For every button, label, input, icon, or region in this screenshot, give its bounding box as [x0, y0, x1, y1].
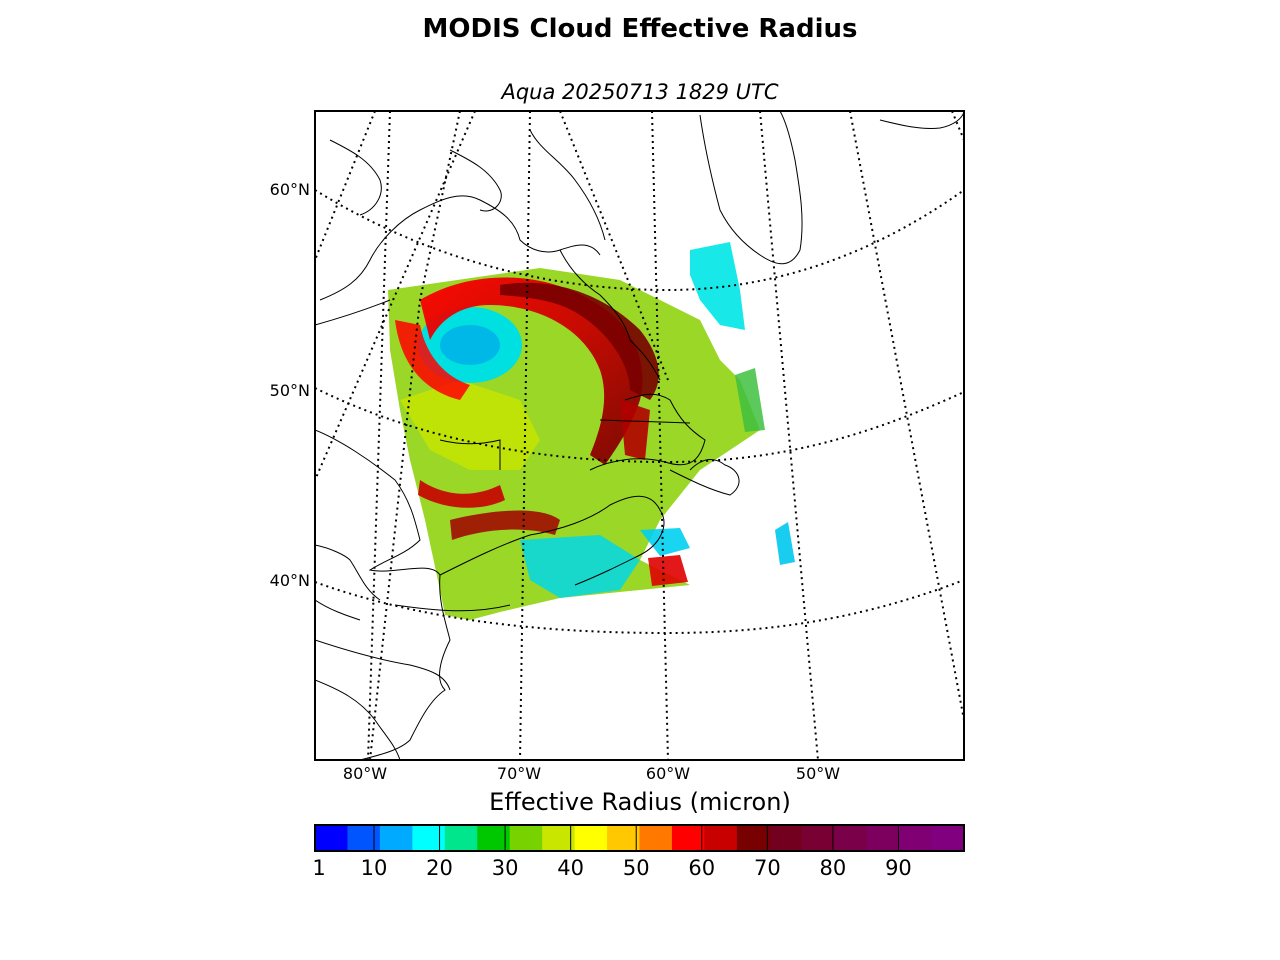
- colorbar-tick-label: 30: [491, 856, 519, 880]
- cyan-cloud-core-inner: [440, 325, 500, 365]
- colorbar-segment: [899, 825, 933, 851]
- cyan-patch-far-east: [775, 522, 795, 565]
- colorbar-segment: [509, 825, 543, 851]
- red-patch-newfoundland: [620, 400, 650, 460]
- lon-label-50w: 50°W: [795, 764, 841, 783]
- colorbar-segment: [347, 825, 381, 851]
- lat-label-50n: 50°N: [269, 381, 310, 400]
- colorbar-tick-label: 70: [753, 856, 781, 880]
- cyan-patch-south: [520, 535, 640, 598]
- meridians: [315, 111, 964, 760]
- coastlines: [315, 111, 964, 760]
- colorbar-segment: [834, 825, 868, 851]
- borders: [315, 299, 691, 621]
- lon-label-80w: 80°W: [342, 764, 388, 783]
- colorbar-frame: [314, 824, 965, 852]
- colorbar: [314, 825, 965, 851]
- colorbar-title: Effective Radius (micron): [489, 788, 791, 816]
- map-frame: [314, 110, 965, 761]
- colorbar-tick-label: 90: [885, 856, 912, 880]
- colorbar-segment: [704, 825, 738, 851]
- colorbar-segment: [412, 825, 446, 851]
- colorbar-segment: [444, 825, 478, 851]
- colorbar-segment: [671, 825, 705, 851]
- map-area: [315, 111, 964, 760]
- colorbar-tick-label: 10: [360, 856, 388, 880]
- red-band-south: [418, 480, 505, 508]
- colorbar-tick-label: 50: [622, 856, 650, 880]
- red-patch-offshore: [648, 555, 688, 586]
- chart-title: MODIS Cloud Effective Radius: [422, 14, 858, 44]
- lat-label-40n: 40°N: [269, 571, 310, 590]
- cyan-patch-east: [690, 242, 745, 330]
- colorbar-segment: [639, 825, 673, 851]
- colorbar-segment: [542, 825, 576, 851]
- colorbar-segment: [866, 825, 900, 851]
- parallels: [315, 189, 964, 635]
- swath-yellow-field: [400, 380, 540, 470]
- colorbar-segment: [736, 825, 770, 851]
- lon-label-70w: 70°W: [496, 764, 542, 783]
- cyan-patch-offshore: [640, 528, 690, 556]
- colorbar-segment: [769, 825, 803, 851]
- colorbar-segment: [574, 825, 608, 851]
- colorbar-segment: [801, 825, 835, 851]
- colorbar-segment: [607, 825, 641, 851]
- red-band-coast: [450, 510, 560, 540]
- colorbar-tick-label: 1: [312, 856, 326, 880]
- dark-red-band: [500, 282, 659, 400]
- lon-label-60w: 60°W: [645, 764, 691, 783]
- colorbar-segment: [931, 825, 965, 851]
- colorbar-segment: [315, 825, 349, 851]
- colorbar-segment: [379, 825, 413, 851]
- chart-subtitle: Aqua 20250713 1829 UTC: [501, 80, 779, 104]
- red-spiral-band: [420, 277, 643, 465]
- colorbar-tick-label: 40: [557, 856, 585, 880]
- red-band-west: [395, 320, 470, 400]
- green-patch-east: [735, 368, 765, 432]
- colorbar-tick-label: 80: [819, 856, 847, 880]
- lat-label-60n: 60°N: [269, 180, 310, 199]
- colorbar-tick-label: 20: [426, 856, 453, 880]
- colorbar-tick-label: 60: [688, 856, 716, 880]
